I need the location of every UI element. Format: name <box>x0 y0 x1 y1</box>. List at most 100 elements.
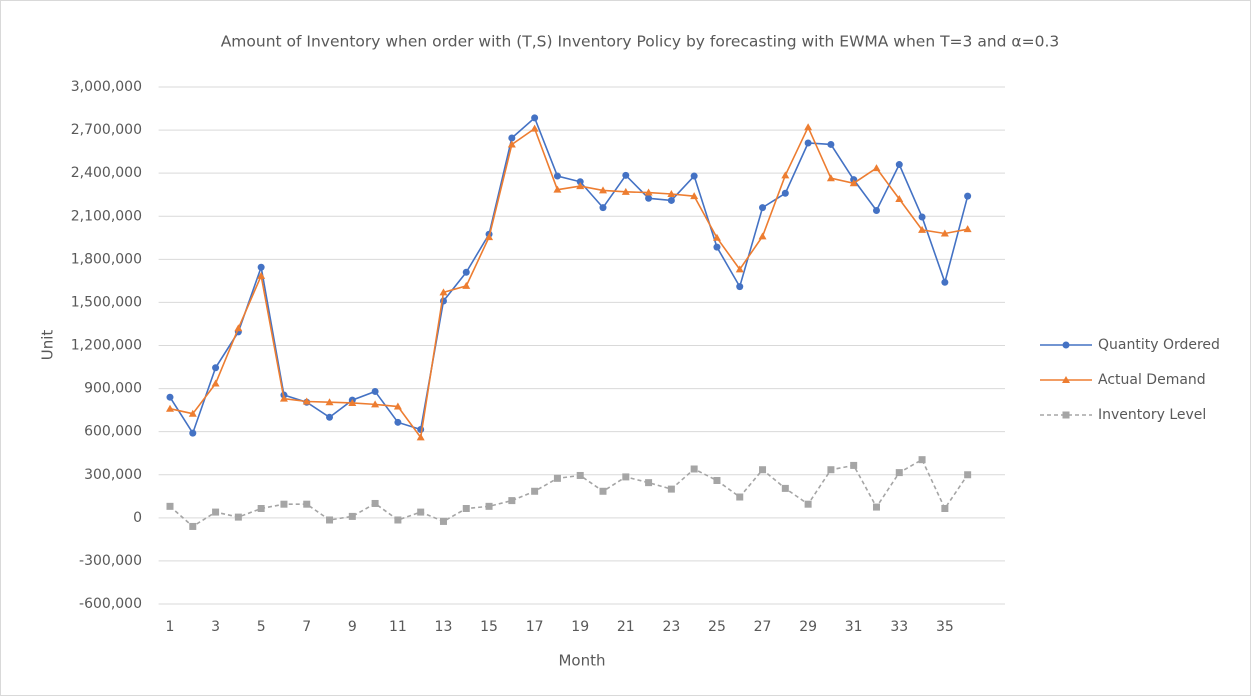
x-tick-label: 31 <box>845 619 863 635</box>
data-point <box>963 225 972 233</box>
data-point <box>462 504 470 512</box>
data-point <box>531 114 539 122</box>
data-point <box>166 393 174 401</box>
data-point <box>303 500 311 508</box>
x-tick-label: 27 <box>754 619 772 635</box>
data-point <box>165 404 174 412</box>
data-point <box>918 225 927 233</box>
data-point <box>189 429 197 437</box>
data-point <box>599 204 607 212</box>
data-point <box>667 189 676 197</box>
data-point <box>872 164 881 172</box>
data-point <box>279 394 288 402</box>
data-point <box>417 508 425 516</box>
data-point <box>439 288 448 296</box>
y-tick-label: 300,000 <box>84 467 142 483</box>
x-tick-label: 19 <box>571 619 589 635</box>
x-axis-label: Month <box>558 652 605 670</box>
x-tick-label: 5 <box>257 619 266 635</box>
data-point <box>371 400 380 408</box>
x-tick-label: 23 <box>662 619 680 635</box>
data-point <box>507 140 516 148</box>
x-tick-label: 3 <box>211 619 220 635</box>
data-point <box>371 499 379 507</box>
data-point <box>599 186 608 194</box>
data-point <box>188 409 197 417</box>
data-point <box>644 188 653 196</box>
data-point <box>326 413 334 421</box>
y-tick-label: 1,800,000 <box>71 251 142 267</box>
data-point <box>553 185 562 193</box>
x-tick-label: 17 <box>526 619 544 635</box>
data-point <box>621 187 630 195</box>
y-tick-label: -600,000 <box>79 596 142 612</box>
x-tick-label: 13 <box>435 619 453 635</box>
data-point <box>553 172 561 180</box>
data-point <box>553 474 561 482</box>
data-point <box>234 324 243 332</box>
data-point <box>759 204 767 212</box>
data-point <box>690 465 698 473</box>
chart-title: Amount of Inventory when order with (T,S… <box>221 33 1060 51</box>
x-tick-label: 11 <box>389 619 407 635</box>
data-point <box>918 213 926 221</box>
data-point <box>804 139 812 147</box>
y-tick-label: 0 <box>133 510 142 526</box>
data-point <box>781 484 789 492</box>
data-point <box>826 174 835 182</box>
data-point <box>645 194 653 202</box>
data-point <box>827 140 835 148</box>
data-point <box>895 195 904 203</box>
x-tick-label: 1 <box>166 619 175 635</box>
x-tick-label: 21 <box>617 619 635 635</box>
data-point <box>622 473 630 481</box>
data-point <box>394 418 402 426</box>
data-point <box>439 517 447 525</box>
data-point <box>667 485 675 493</box>
y-tick-label: 2,400,000 <box>71 165 142 181</box>
x-tick-label: 7 <box>302 619 311 635</box>
data-point <box>849 179 858 187</box>
x-tick-label: 25 <box>708 619 726 635</box>
data-point <box>622 171 630 179</box>
data-point <box>485 502 493 510</box>
data-point <box>212 508 220 516</box>
data-point <box>280 500 288 508</box>
data-point <box>645 479 653 487</box>
data-point <box>257 271 266 279</box>
legend-marker <box>1062 376 1070 383</box>
data-point <box>302 397 311 405</box>
data-point <box>576 182 585 190</box>
data-point <box>850 461 858 469</box>
data-point <box>895 161 903 169</box>
data-point <box>348 398 357 406</box>
data-point <box>530 124 539 132</box>
x-tick-label: 33 <box>890 619 908 635</box>
data-point <box>895 469 903 477</box>
data-point <box>485 233 494 241</box>
data-point <box>713 476 721 484</box>
data-point <box>348 512 356 520</box>
y-tick-label: 900,000 <box>84 381 142 397</box>
data-point <box>234 513 242 521</box>
data-point <box>576 471 584 479</box>
data-point <box>508 497 516 505</box>
x-tick-label: 35 <box>936 619 954 635</box>
data-point <box>212 364 220 372</box>
series-line <box>169 458 969 528</box>
data-point <box>393 402 402 410</box>
data-point <box>189 522 197 530</box>
data-point <box>781 189 789 197</box>
data-point <box>257 263 265 271</box>
data-point <box>918 456 926 464</box>
series-line <box>169 125 968 440</box>
x-tick-label: 9 <box>348 619 357 635</box>
y-tick-label: -300,000 <box>79 553 142 569</box>
y-tick-label: 2,700,000 <box>71 122 142 138</box>
data-point <box>508 134 516 142</box>
data-point <box>941 278 949 286</box>
data-point <box>781 171 790 179</box>
data-point <box>713 243 721 251</box>
